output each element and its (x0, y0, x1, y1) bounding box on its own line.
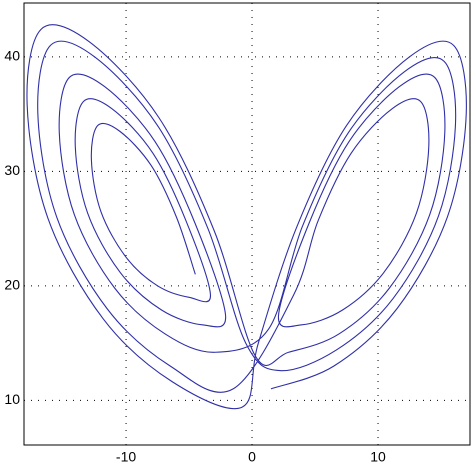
x-tick-label: 10 (370, 449, 386, 465)
x-tick-label: 0 (248, 449, 256, 465)
y-tick-label: 20 (4, 277, 20, 293)
y-tick-label: 10 (4, 391, 20, 407)
y-tick-label: 40 (4, 48, 20, 64)
y-tick-label: 30 (4, 162, 20, 178)
trajectory-line (26, 24, 467, 410)
x-tick-label: -10 (116, 449, 136, 465)
plot-frame (23, 2, 471, 446)
